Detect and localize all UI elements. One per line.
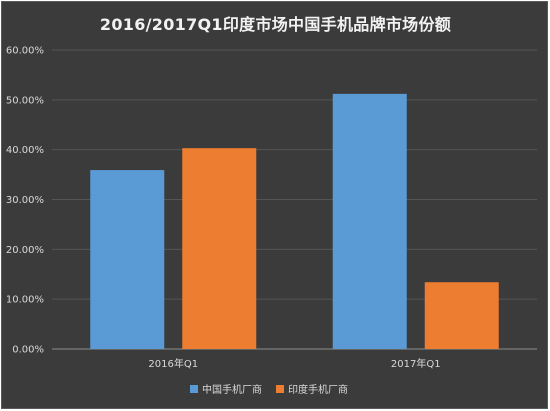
y-tick-label: 50.00% — [6, 95, 44, 106]
y-tick-label: 60.00% — [6, 46, 44, 57]
chart-title: 2016/2017Q1印度市场中国手机品牌市场份额 — [99, 15, 452, 34]
bar — [90, 170, 165, 349]
bar — [182, 148, 257, 349]
y-tick-label: 0.00% — [12, 345, 44, 356]
legend-swatch — [190, 385, 198, 393]
y-tick-label: 40.00% — [6, 145, 44, 156]
legend-swatch — [276, 385, 284, 393]
y-tick-label: 10.00% — [6, 295, 44, 306]
legend-label: 中国手机厂商 — [202, 383, 262, 396]
y-tick-label: 30.00% — [6, 195, 44, 206]
x-tick-label: 2017年Q1 — [391, 357, 441, 370]
legend-label: 印度手机厂商 — [288, 383, 348, 396]
bar — [424, 282, 499, 349]
x-tick-label: 2016年Q1 — [148, 357, 198, 370]
y-tick-label: 20.00% — [6, 245, 44, 256]
bar — [332, 93, 407, 349]
